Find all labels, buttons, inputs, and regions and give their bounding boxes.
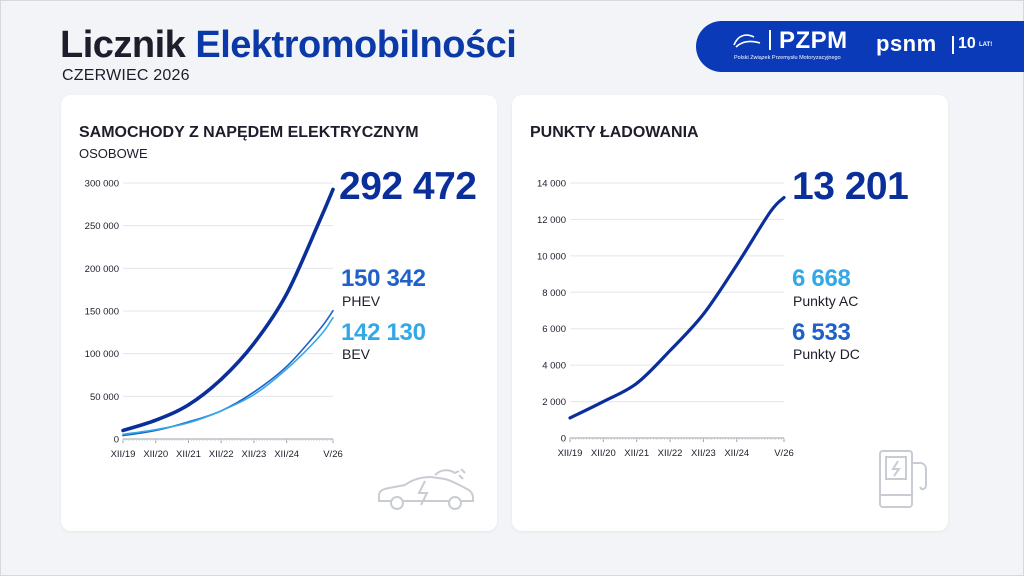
left-x-tick-label: XII/21 bbox=[176, 449, 201, 460]
brand-anniversary-suffix: LAT! bbox=[979, 42, 993, 48]
left-x-tick-label: XII/24 bbox=[274, 449, 299, 460]
right-y-tick-label: 12 000 bbox=[537, 215, 566, 226]
left-y-tick-label: 150 000 bbox=[85, 307, 119, 318]
left-y-tick-label: 250 000 bbox=[85, 221, 119, 232]
charging-points-total: 13 201 bbox=[792, 165, 909, 208]
right-x-tick-label: XII/24 bbox=[724, 448, 749, 459]
brand-divider bbox=[769, 30, 771, 50]
brand-pzpm: PZPM bbox=[779, 27, 848, 54]
title-part-2: Elektromobilności bbox=[195, 24, 517, 66]
ev-cars-title: SAMOCHODY Z NAPĘDEM ELEKTRYCZNYM bbox=[79, 124, 419, 141]
ev-cars-phev-value: 150 342 bbox=[341, 265, 426, 292]
right-y-tick-label: 2 000 bbox=[542, 397, 566, 408]
brand-psnm: psnm bbox=[876, 31, 937, 56]
right-x-tick-label: XII/23 bbox=[691, 448, 716, 459]
ev-cars-subtitle: OSOBOWE bbox=[79, 146, 148, 161]
left-x-tick-label: XII/22 bbox=[209, 449, 234, 460]
ev-cars-total: 292 472 bbox=[339, 165, 477, 208]
right-x-tick-label: XII/21 bbox=[624, 448, 649, 459]
charging-points-card: PUNKTY ŁADOWANIA 0 2 000 4 000 6 000 8 000 10… bbox=[512, 95, 948, 531]
charging-dc-label: Punkty DC bbox=[793, 346, 860, 362]
left-x-tick-label: XII/19 bbox=[111, 449, 136, 460]
electric-car-icon bbox=[378, 468, 474, 510]
brand-divider-2 bbox=[952, 36, 954, 54]
ev-cars-bev-value: 142 130 bbox=[341, 319, 426, 346]
right-x-tick-label: V/26 bbox=[774, 448, 794, 459]
left-x-tick-label: XII/23 bbox=[241, 449, 266, 460]
right-x-tick-label: XII/20 bbox=[591, 448, 616, 459]
right-x-tick-label: XII/22 bbox=[658, 448, 683, 459]
ev-cars-bev-label: BEV bbox=[342, 346, 371, 362]
left-x-tick-label: XII/20 bbox=[143, 449, 168, 460]
right-x-tick-label: XII/19 bbox=[558, 448, 583, 459]
charging-dc-value: 6 533 bbox=[792, 319, 851, 346]
left-y-tick-label: 300 000 bbox=[85, 179, 119, 190]
left-series-line-bev bbox=[122, 316, 334, 436]
brand-banner: PZPM Polski Związek Przemysłu Motoryzacy… bbox=[696, 21, 1024, 72]
left-y-tick-label: 200 000 bbox=[85, 264, 119, 275]
brand-anniversary: 10 bbox=[958, 35, 976, 52]
pzpm-logo-icon bbox=[733, 34, 761, 48]
title-part-1: Licznik bbox=[60, 24, 186, 66]
right-y-tick-label: 0 bbox=[561, 434, 566, 445]
charging-points-title: PUNKTY ŁADOWANIA bbox=[530, 124, 699, 141]
right-y-tick-label: 6 000 bbox=[542, 324, 566, 335]
left-series-line-total bbox=[121, 187, 335, 433]
right-y-tick-label: 10 000 bbox=[537, 251, 566, 262]
left-x-tick-label: V/26 bbox=[323, 449, 343, 460]
page-subtitle: CZERWIEC 2026 bbox=[62, 67, 190, 84]
left-y-tick-label: 50 000 bbox=[90, 392, 119, 403]
charging-ac-label: Punkty AC bbox=[793, 293, 859, 309]
ev-cars-phev-label: PHEV bbox=[342, 293, 381, 309]
charging-ac-value: 6 668 bbox=[792, 265, 851, 292]
charging-points-chart: 0 2 000 4 000 6 000 8 000 10 000 12 000 14 000 X… bbox=[537, 179, 794, 460]
page-title: Licznik Elektromobilności bbox=[60, 24, 517, 67]
right-y-tick-label: 14 000 bbox=[537, 179, 566, 190]
brand-pzpm-subtitle: Polski Związek Przemysłu Motoryzacyjnego bbox=[734, 55, 841, 61]
ev-cars-chart: 0 50 000 100 000 150 000 200 000 250 000 300 0… bbox=[85, 179, 343, 461]
ev-cars-card: SAMOCHODY Z NAPĘDEM ELEKTRYCZNYM OSOBOWE… bbox=[61, 95, 497, 531]
right-y-tick-label: 4 000 bbox=[542, 361, 566, 372]
left-y-tick-label: 0 bbox=[114, 435, 119, 446]
left-y-tick-label: 100 000 bbox=[85, 349, 119, 360]
right-series-line-points bbox=[568, 195, 786, 420]
right-y-tick-label: 8 000 bbox=[542, 288, 566, 299]
charging-station-icon bbox=[879, 450, 927, 508]
